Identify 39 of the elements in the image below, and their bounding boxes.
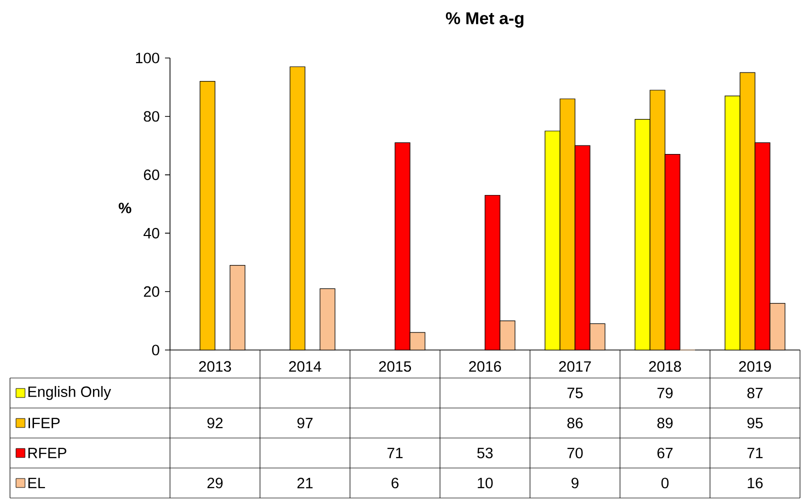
x-tick-label: 2015 bbox=[379, 361, 411, 372]
data-label: 92 bbox=[207, 418, 223, 428]
data-label: 6 bbox=[392, 478, 399, 488]
data-label: 10 bbox=[478, 478, 493, 488]
x-tick-label: 2018 bbox=[649, 361, 681, 372]
data-label: 75 bbox=[567, 388, 583, 398]
data-label: 97 bbox=[297, 418, 313, 428]
legend-label: English Only bbox=[28, 386, 112, 400]
y-tick-label: 80 bbox=[144, 111, 160, 122]
data-label: 9 bbox=[572, 478, 578, 488]
y-tick-label: 100 bbox=[136, 52, 160, 64]
data-label: 21 bbox=[297, 478, 313, 488]
chart-title: % Met a-g bbox=[446, 12, 524, 28]
y-tick-label: 40 bbox=[144, 228, 160, 238]
data-label: 16 bbox=[748, 478, 763, 488]
x-tick-label: 2017 bbox=[559, 361, 591, 372]
legend-label: EL bbox=[28, 478, 45, 488]
legend-label: RFEP bbox=[28, 448, 66, 458]
data-label: 70 bbox=[567, 448, 583, 458]
data-label: 95 bbox=[747, 418, 763, 428]
y-tick-label: 20 bbox=[144, 286, 160, 297]
data-label: 53 bbox=[477, 448, 493, 458]
data-label: 29 bbox=[207, 478, 223, 488]
y-axis-title: % bbox=[118, 202, 132, 214]
x-tick-label: 2014 bbox=[289, 361, 322, 372]
data-label: 87 bbox=[747, 388, 763, 398]
legend-label: IFEP bbox=[28, 418, 60, 428]
data-label: 86 bbox=[567, 418, 583, 428]
data-label: 0 bbox=[661, 478, 669, 488]
x-tick-label: 2013 bbox=[199, 361, 231, 372]
y-tick-label: 0 bbox=[152, 344, 160, 356]
data-label: 89 bbox=[657, 418, 673, 428]
data-label: 71 bbox=[747, 448, 763, 458]
y-tick-label: 60 bbox=[144, 170, 160, 180]
data-label: 67 bbox=[657, 448, 673, 458]
data-label: 79 bbox=[657, 388, 673, 398]
x-tick-label: 2016 bbox=[469, 361, 501, 372]
x-tick-label: 2019 bbox=[739, 361, 771, 372]
data-label: 71 bbox=[387, 448, 403, 458]
